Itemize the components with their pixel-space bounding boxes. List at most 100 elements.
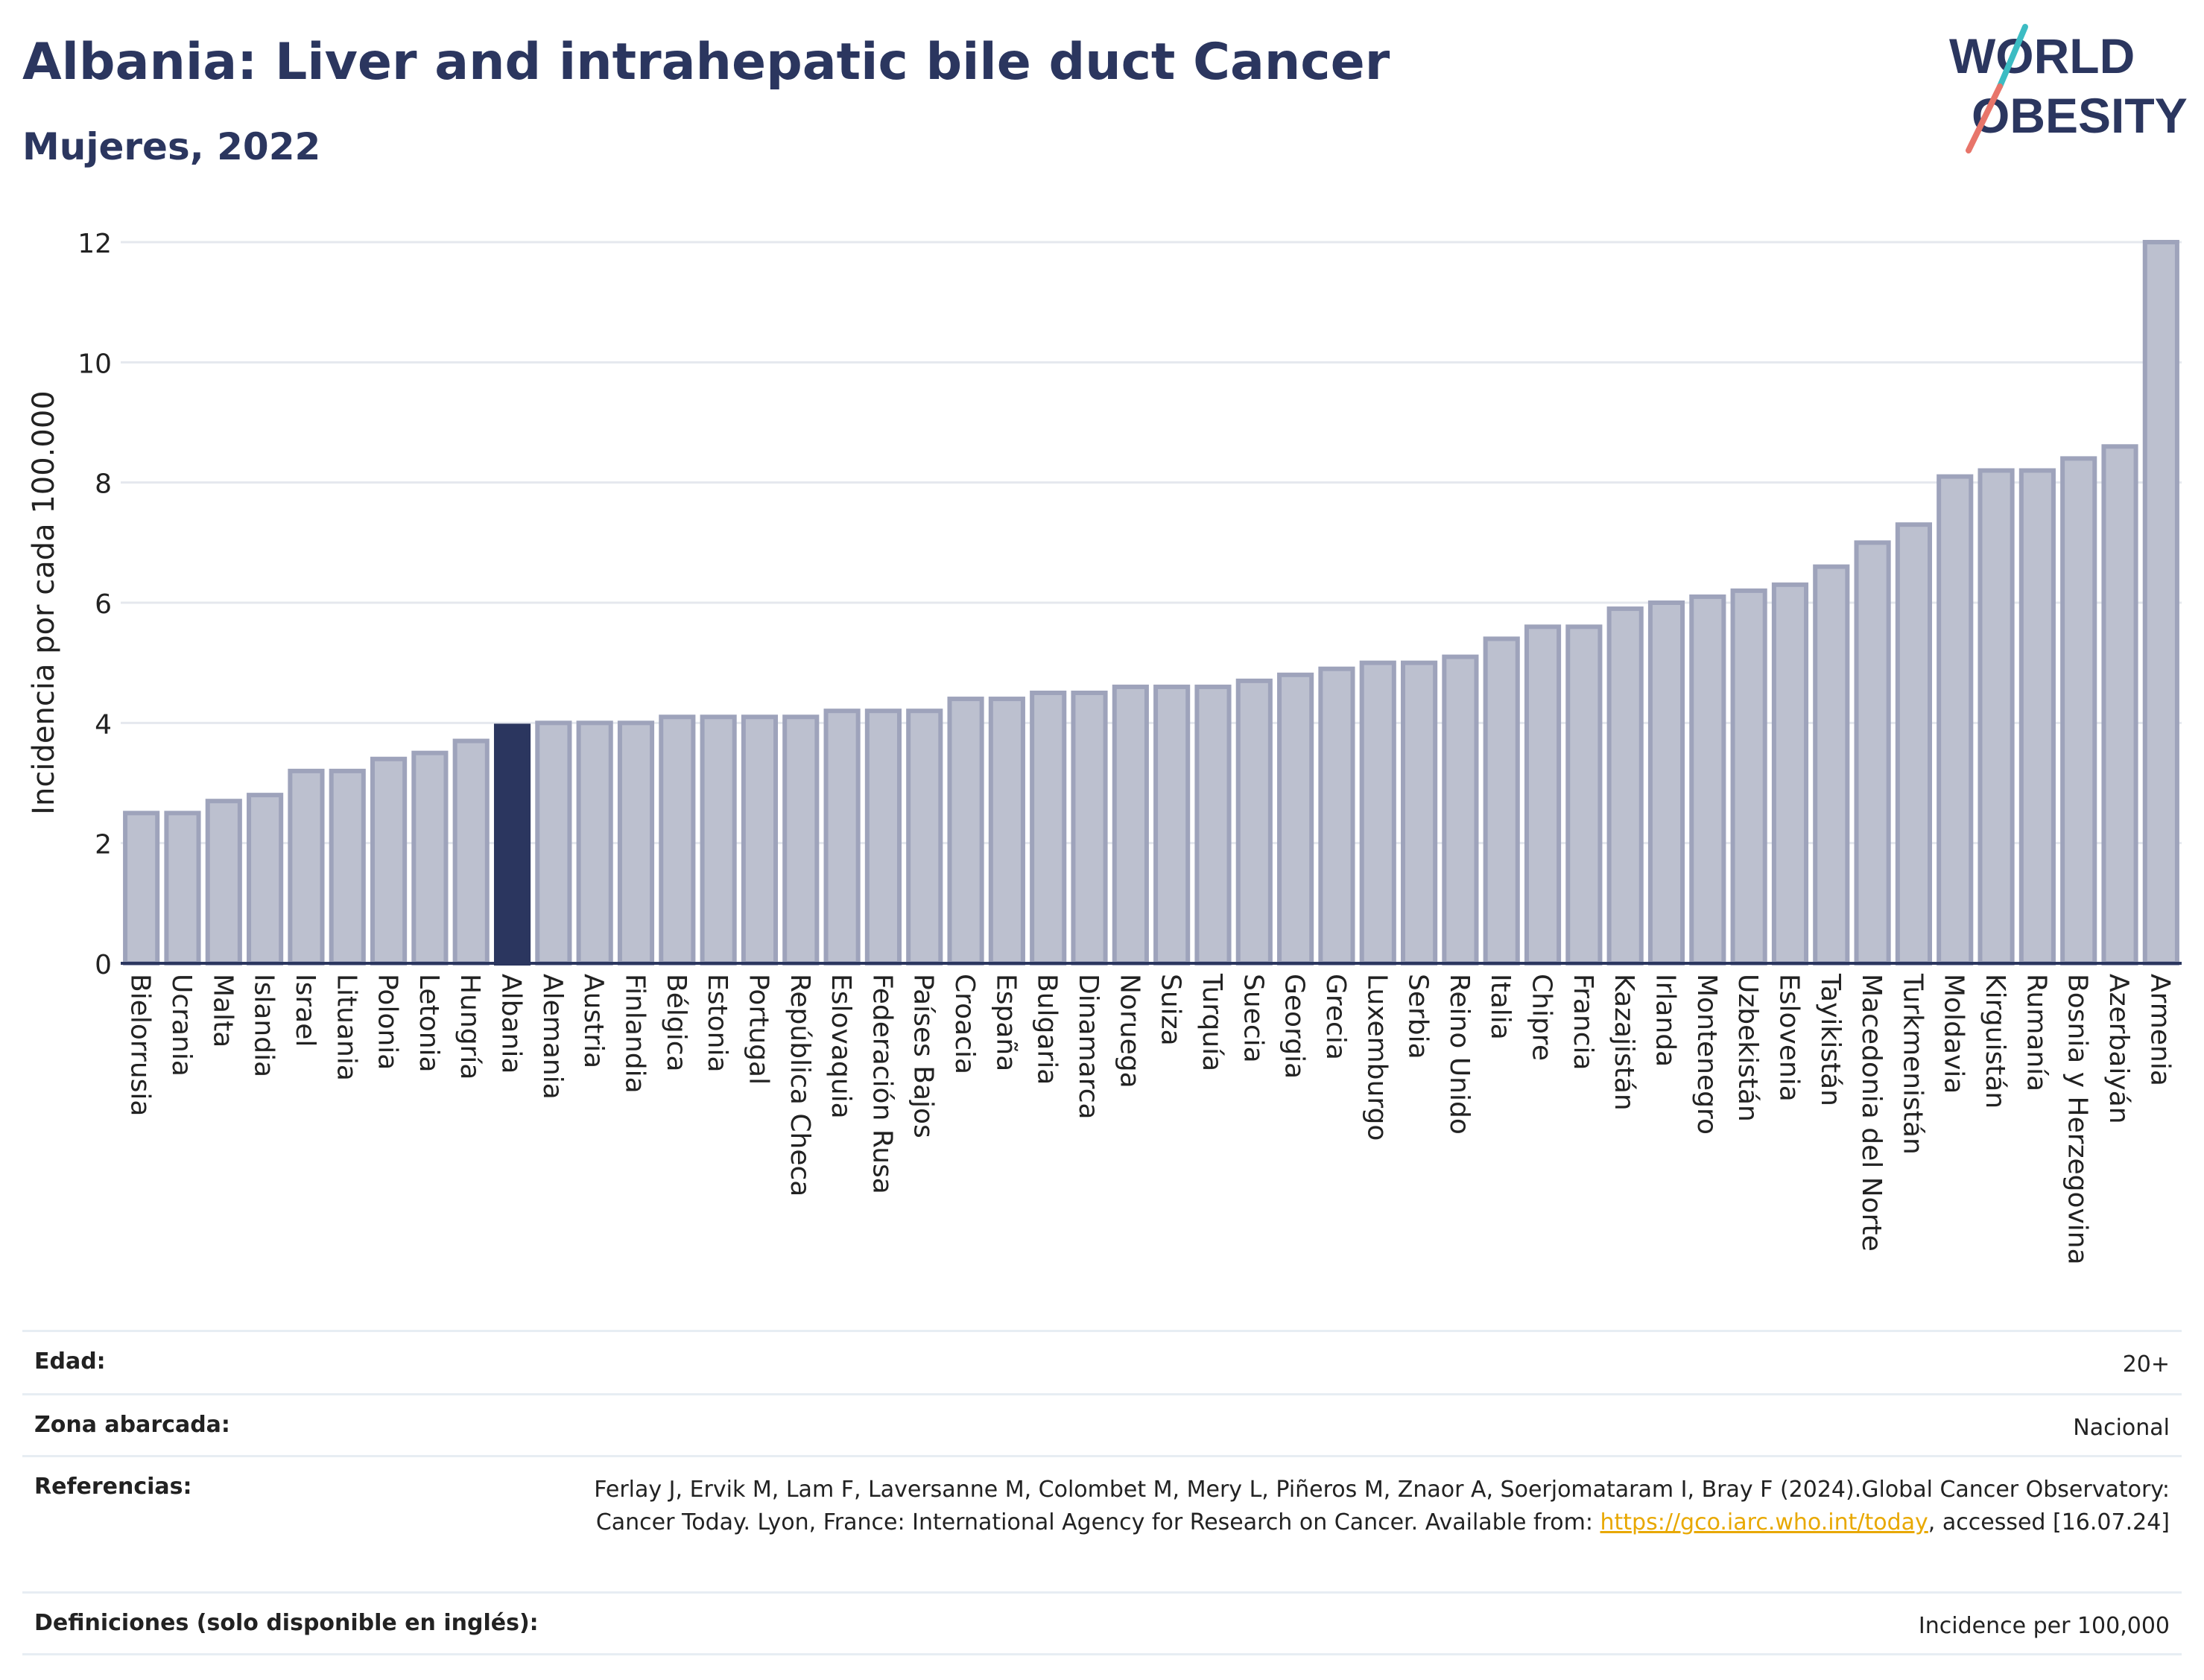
- bar-bielorrusia: [123, 811, 160, 966]
- x-tick-label: Reino Unido: [1444, 974, 1475, 1135]
- bar-uzbekistán: [1730, 588, 1767, 966]
- x-tick-label: Kirguistán: [1980, 974, 2010, 1109]
- age-value: 20+: [2122, 1351, 2170, 1378]
- x-tick-label: Suecia: [1238, 974, 1268, 1063]
- x-tick-label: Chipre: [1527, 974, 1557, 1061]
- x-tick-label: Polonia: [373, 974, 403, 1070]
- x-tick-label: Turkmenistán: [1897, 973, 1928, 1155]
- age-row: Edad: 20+: [22, 1330, 2182, 1393]
- bar-noruega: [1112, 684, 1149, 966]
- x-tick-label: Austria: [578, 974, 609, 1068]
- bar-turquía: [1194, 684, 1232, 966]
- bar-reino-unido: [1442, 654, 1479, 966]
- x-tick-label: Francia: [1568, 974, 1598, 1071]
- bar-rumanía: [2018, 468, 2056, 966]
- x-tick-label: República Checa: [785, 974, 815, 1196]
- bar-georgia: [1277, 672, 1314, 966]
- bar-finlandia: [617, 720, 655, 966]
- x-tick-label: Luxemburgo: [1361, 974, 1392, 1141]
- bar-azerbaiyán: [2101, 444, 2138, 966]
- references-label: Referencias:: [34, 1474, 192, 1500]
- bar-luxemburgo: [1359, 660, 1396, 966]
- area-value: Nacional: [2073, 1415, 2170, 1441]
- chart-title: Albania: Liver and intrahepatic bile duc…: [22, 33, 1390, 92]
- bar-federación-rusa: [864, 709, 902, 966]
- definitions-value: Incidence per 100,000: [1918, 1613, 2170, 1639]
- bar-irlanda: [1647, 600, 1685, 966]
- bar-suecia: [1235, 678, 1273, 966]
- x-tick-label: Países Bajos: [908, 974, 939, 1138]
- bar-ucrania: [164, 811, 201, 966]
- x-tick-label: Azerbaiyán: [2103, 974, 2134, 1124]
- x-tick-label: España: [990, 974, 1021, 1071]
- x-tick-label: Federación Rusa: [867, 974, 897, 1194]
- x-tick-label: Uzbekistán: [1732, 974, 1763, 1122]
- bar-italia: [1483, 636, 1520, 966]
- chart-subtitle: Mujeres, 2022: [22, 125, 321, 168]
- y-tick-label: 4: [95, 709, 112, 740]
- x-tick-label: Lituania: [331, 974, 361, 1081]
- x-tick-label: Bulgaria: [1032, 974, 1063, 1085]
- references-text-2: , accessed [16.07.24]: [1928, 1509, 2170, 1535]
- bar-armenia: [2142, 240, 2179, 966]
- bar-turkmenistán: [1895, 522, 1932, 966]
- bar-alemania: [535, 720, 572, 966]
- area-label: Zona abarcada:: [34, 1412, 230, 1438]
- bar-malta: [205, 799, 242, 966]
- x-tick-label: Israel: [290, 974, 320, 1047]
- age-label: Edad:: [34, 1348, 106, 1375]
- x-tick-label: Eslovaquia: [826, 974, 856, 1119]
- y-tick-label: 6: [95, 589, 112, 620]
- y-tick-label: 8: [95, 469, 112, 500]
- y-axis-label: Incidencia por cada 100.000: [27, 390, 61, 815]
- bar-portugal: [741, 714, 779, 966]
- references-text-1: Ferlay J, Ervik M, Lam F, Laversanne M, …: [594, 1477, 2170, 1535]
- x-tick-label: Ucrania: [166, 974, 197, 1077]
- logo-line1: WORLD: [1949, 28, 2135, 83]
- references-value: Ferlay J, Ervik M, Lam F, Laversanne M, …: [531, 1474, 2170, 1539]
- references-row: Referencias: Ferlay J, Ervik M, Lam F, L…: [22, 1455, 2182, 1591]
- x-tick-label: Kazajistán: [1609, 974, 1639, 1111]
- x-tick-label: Tayikistán: [1815, 973, 1846, 1106]
- bar-moldavia: [1937, 474, 1974, 966]
- x-tick-label: Bielorrusia: [125, 974, 156, 1116]
- x-tick-label: Albania: [496, 974, 527, 1074]
- bar-suiza: [1153, 684, 1191, 966]
- x-tick-label: Hungría: [455, 974, 485, 1080]
- x-tick-label: Georgia: [1279, 974, 1310, 1079]
- x-tick-label: Noruega: [1114, 974, 1144, 1088]
- references-link[interactable]: https://gco.iarc.who.int/today: [1600, 1509, 1928, 1535]
- bar-kirguistán: [1977, 468, 2015, 966]
- x-tick-label: Bélgica: [661, 974, 691, 1072]
- bar-letonia: [411, 750, 449, 966]
- x-tick-label: Estonia: [702, 974, 732, 1073]
- y-tick-label: 10: [77, 349, 112, 379]
- bar-francia: [1565, 624, 1603, 966]
- x-tick-label: Macedonia del Norte: [1856, 974, 1887, 1252]
- bar-países-bajos: [906, 709, 943, 966]
- bar-bulgaria: [1030, 691, 1067, 966]
- y-tick-label: 0: [95, 950, 112, 980]
- bar-macedonia-del-norte: [1854, 540, 1891, 966]
- bar-kazajistán: [1606, 606, 1644, 966]
- x-tick-label: Alemania: [537, 974, 568, 1100]
- bar-eslovenia: [1771, 582, 1809, 966]
- logo-line2: OBESITY: [1972, 88, 2188, 143]
- bar-chart: 0 2 4 6 8 10 12 Bielorrusia Ucrania Malta Islandia…: [27, 229, 2182, 1265]
- x-tick-label: Bosnia y Herzegovina: [2062, 974, 2093, 1265]
- logo-slash-bottom: [1966, 83, 2003, 153]
- x-tick-label: Eslovenia: [1773, 974, 1804, 1102]
- bar-bélgica: [659, 714, 696, 966]
- bar-serbia: [1401, 660, 1438, 966]
- x-tick-label: Dinamarca: [1073, 974, 1103, 1120]
- x-tick-label: Italia: [1485, 974, 1516, 1040]
- bar-montenegro: [1689, 594, 1726, 966]
- bar-croacia: [947, 697, 984, 966]
- bar-bosnia-y-herzegovina: [2060, 456, 2097, 966]
- y-tick-label: 12: [77, 229, 112, 259]
- x-tick-label: Grecia: [1320, 974, 1351, 1060]
- x-tick-label: Suiza: [1156, 974, 1186, 1046]
- x-tick-label: Armenia: [2144, 974, 2175, 1086]
- bar-chipre: [1524, 624, 1562, 966]
- x-tick-label: Portugal: [743, 974, 773, 1085]
